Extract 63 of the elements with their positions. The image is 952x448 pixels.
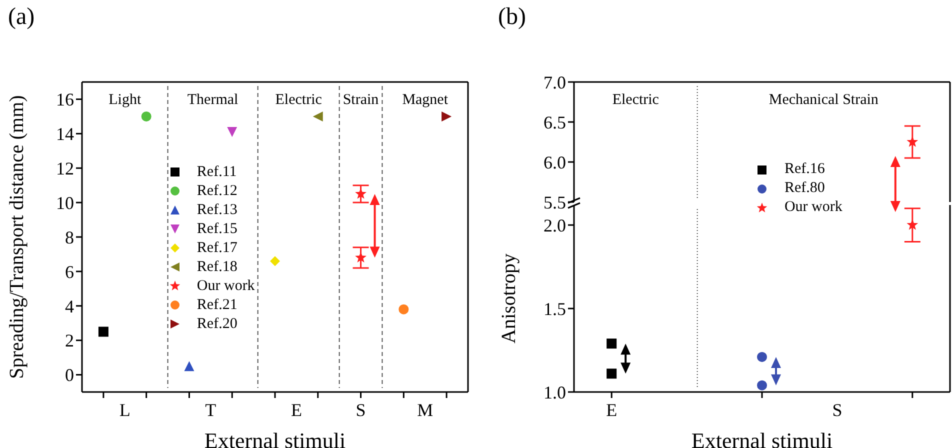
y-tick-label: 1.5 (544, 298, 566, 319)
point (270, 256, 280, 266)
annotation: Strain (342, 92, 380, 108)
legend-label: Our work (784, 199, 842, 216)
x-tick-label: E (606, 400, 618, 420)
chart-title: (b) (498, 4, 526, 31)
point (906, 219, 918, 230)
point (227, 126, 238, 137)
y-tick-label: 5.5 (544, 192, 566, 212)
legend-label: Ref.15 (196, 220, 238, 238)
chart-title: (a) (8, 4, 35, 31)
point (442, 111, 452, 122)
point (98, 326, 108, 337)
annotation: Thermal (187, 92, 238, 108)
annotation: Mechanical Strain (768, 92, 879, 108)
point (141, 111, 152, 122)
y-tick-label: 2 (65, 330, 74, 351)
point (757, 380, 767, 390)
legend-label: Ref.13 (196, 202, 238, 219)
point (355, 188, 366, 199)
annotation: Electric (612, 92, 660, 108)
point (355, 252, 366, 263)
x-tick-label: E (290, 400, 302, 420)
point (757, 352, 767, 362)
y-tick-label: 16 (56, 90, 74, 110)
x-tick-label: L (119, 400, 130, 420)
point (606, 368, 617, 379)
y-tick-label: 14 (56, 124, 74, 144)
legend-label: Ref.16 (784, 161, 825, 178)
x-tick-label: S (356, 400, 366, 420)
y-tick-label: 2.0 (544, 215, 566, 236)
annotation: Light (108, 92, 142, 108)
x-tick-label: S (832, 400, 842, 420)
y-tick-label: 12 (56, 158, 74, 178)
y-tick-label: 7.0 (544, 72, 566, 92)
point (606, 338, 617, 349)
x-axis-title: External stimuli (691, 428, 833, 448)
y-tick-label: 6 (65, 262, 74, 282)
y-tick-label: 8 (65, 227, 74, 248)
point (184, 361, 194, 372)
legend-label: Our work (196, 278, 255, 295)
x-tick-label: M (417, 400, 434, 420)
annotation: Electric (275, 92, 322, 108)
annotation: Magnet (402, 92, 449, 108)
legend-label: Ref.18 (196, 258, 238, 276)
y-axis-title: Spreading/Transport distance (mm) (6, 95, 28, 379)
x-axis-title: External stimuli (204, 428, 346, 448)
y-tick-label: 4 (65, 296, 74, 316)
legend-label: Ref.21 (196, 296, 238, 314)
legend-label: Ref.80 (784, 180, 825, 198)
y-axis-title: Anisotropy (498, 254, 520, 344)
legend-label: Ref.20 (196, 316, 238, 333)
y-tick-label: 6.5 (544, 112, 566, 132)
legend-label: Ref.11 (196, 164, 237, 181)
legend-label: Ref.12 (196, 182, 238, 200)
point (398, 304, 409, 314)
legend-label: Ref.17 (196, 240, 238, 257)
y-tick-label: 6.0 (544, 152, 566, 172)
y-tick-label: 1.0 (544, 382, 566, 402)
y-tick-label: 10 (56, 192, 74, 213)
x-tick-label: T (205, 400, 216, 420)
y-tick-label: 0 (65, 365, 74, 386)
point (312, 111, 323, 122)
